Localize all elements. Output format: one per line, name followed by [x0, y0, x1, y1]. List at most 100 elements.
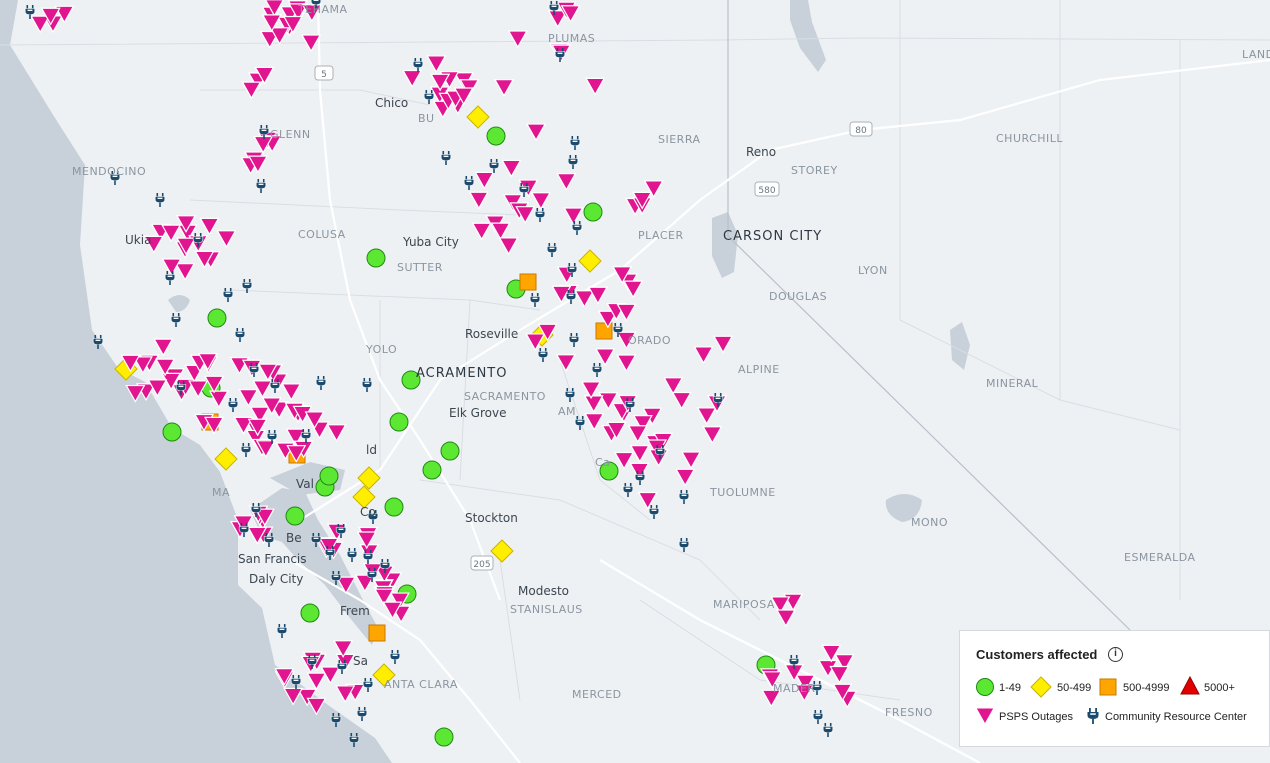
psps-outage-marker[interactable]	[469, 191, 489, 209]
psps-outage-marker[interactable]	[526, 123, 546, 141]
psps-outage-marker[interactable]	[494, 79, 514, 97]
outage-500-4999-marker[interactable]	[519, 273, 537, 291]
psps-outage-marker[interactable]	[209, 390, 229, 408]
community-resource-center-marker[interactable]	[315, 375, 327, 391]
psps-outage-marker[interactable]	[30, 15, 50, 33]
psps-outage-marker[interactable]	[776, 609, 796, 627]
community-resource-center-marker[interactable]	[678, 537, 690, 553]
psps-outage-marker[interactable]	[501, 159, 521, 178]
community-resource-center-marker[interactable]	[678, 489, 690, 505]
psps-outage-marker[interactable]	[306, 672, 327, 690]
psps-outage-marker[interactable]	[616, 331, 637, 349]
psps-outage-marker[interactable]	[252, 380, 273, 398]
psps-outage-marker[interactable]	[630, 444, 650, 463]
psps-outage-marker[interactable]	[508, 30, 528, 48]
psps-outage-marker[interactable]	[761, 689, 781, 707]
community-resource-center-marker[interactable]	[440, 150, 452, 166]
community-resource-center-marker[interactable]	[546, 242, 558, 258]
community-resource-center-marker[interactable]	[537, 347, 549, 363]
community-resource-center-marker[interactable]	[822, 722, 834, 738]
psps-outage-marker[interactable]	[144, 235, 164, 253]
psps-outage-marker[interactable]	[829, 665, 849, 684]
psps-outage-marker[interactable]	[474, 171, 494, 189]
psps-outage-marker[interactable]	[199, 217, 220, 236]
community-resource-center-marker[interactable]	[622, 482, 634, 498]
psps-outage-marker[interactable]	[175, 263, 195, 281]
community-resource-center-marker[interactable]	[591, 362, 603, 378]
outage-1-49-marker[interactable]	[162, 422, 182, 442]
community-resource-center-marker[interactable]	[568, 332, 580, 348]
outage-1-49-marker[interactable]	[389, 412, 409, 432]
community-resource-center-marker[interactable]	[361, 377, 373, 393]
community-resource-center-marker[interactable]	[109, 170, 121, 186]
psps-outage-marker[interactable]	[584, 395, 604, 413]
community-resource-center-marker[interactable]	[346, 547, 358, 563]
psps-outage-marker[interactable]	[472, 222, 492, 240]
community-resource-center-marker[interactable]	[534, 207, 546, 223]
psps-outage-marker[interactable]	[153, 338, 173, 356]
community-resource-center-marker[interactable]	[648, 504, 660, 520]
psps-outage-marker[interactable]	[574, 290, 595, 308]
community-resource-center-marker[interactable]	[567, 154, 579, 170]
outage-1-49-marker[interactable]	[599, 461, 619, 481]
psps-outage-marker[interactable]	[281, 383, 301, 401]
psps-outage-marker[interactable]	[616, 354, 637, 372]
psps-outage-marker[interactable]	[556, 173, 576, 191]
community-resource-center-marker[interactable]	[463, 175, 475, 191]
psps-outage-marker[interactable]	[702, 426, 722, 444]
psps-outage-marker[interactable]	[426, 55, 446, 73]
info-icon[interactable]: i	[1108, 647, 1123, 662]
psps-outage-marker[interactable]	[762, 671, 782, 689]
community-resource-center-marker[interactable]	[574, 415, 586, 431]
community-resource-center-marker[interactable]	[488, 158, 500, 174]
outage-1-49-marker[interactable]	[440, 441, 460, 461]
psps-outage-marker[interactable]	[628, 425, 648, 443]
psps-outage-marker[interactable]	[675, 468, 695, 486]
community-resource-center-marker[interactable]	[412, 57, 424, 73]
community-resource-center-marker[interactable]	[227, 397, 239, 413]
community-resource-center-marker[interactable]	[389, 649, 401, 665]
psps-outage-marker[interactable]	[697, 407, 717, 425]
outage-1-49-marker[interactable]	[384, 497, 404, 517]
psps-outage-marker[interactable]	[556, 354, 576, 372]
outage-1-49-marker[interactable]	[366, 248, 386, 268]
psps-outage-marker[interactable]	[794, 684, 814, 702]
psps-outage-marker[interactable]	[584, 413, 604, 431]
psps-outage-marker[interactable]	[713, 335, 733, 353]
psps-outage-marker[interactable]	[326, 424, 347, 442]
psps-outage-marker[interactable]	[402, 69, 422, 88]
outage-1-49-marker[interactable]	[207, 308, 227, 328]
psps-outage-marker[interactable]	[681, 451, 701, 469]
community-resource-center-marker[interactable]	[154, 192, 166, 208]
outage-1-49-marker[interactable]	[285, 506, 305, 526]
outage-1-49-marker[interactable]	[583, 202, 603, 222]
community-resource-center-marker[interactable]	[529, 292, 541, 308]
outage-1-49-marker[interactable]	[300, 603, 320, 623]
outage-500-4999-marker[interactable]	[368, 624, 386, 642]
community-resource-center-marker[interactable]	[255, 178, 267, 194]
outage-50-499-marker[interactable]	[578, 249, 602, 273]
outage-1-49-marker[interactable]	[422, 460, 442, 480]
community-resource-center-marker[interactable]	[222, 287, 234, 303]
psps-outage-marker[interactable]	[672, 391, 692, 410]
outage-50-499-marker[interactable]	[352, 485, 376, 509]
outage-50-499-marker[interactable]	[357, 466, 381, 490]
psps-outage-marker[interactable]	[216, 230, 237, 248]
outage-50-499-marker[interactable]	[214, 447, 238, 471]
psps-outage-marker[interactable]	[498, 237, 519, 255]
psps-outage-marker[interactable]	[614, 451, 634, 470]
community-resource-center-marker[interactable]	[170, 312, 182, 328]
community-resource-center-marker[interactable]	[276, 623, 288, 639]
community-resource-center-marker[interactable]	[812, 709, 824, 725]
community-resource-center-marker[interactable]	[811, 680, 823, 696]
psps-outage-marker[interactable]	[238, 389, 258, 407]
outage-1-49-marker[interactable]	[434, 727, 454, 747]
psps-outage-marker[interactable]	[585, 77, 605, 95]
outage-50-499-marker[interactable]	[490, 539, 514, 563]
psps-outage-marker[interactable]	[638, 491, 658, 510]
outage-50-499-marker[interactable]	[466, 105, 490, 129]
outage-1-49-marker[interactable]	[401, 370, 421, 390]
community-resource-center-marker[interactable]	[362, 677, 374, 693]
community-resource-center-marker[interactable]	[367, 509, 379, 525]
outage-1-49-marker[interactable]	[486, 126, 506, 146]
